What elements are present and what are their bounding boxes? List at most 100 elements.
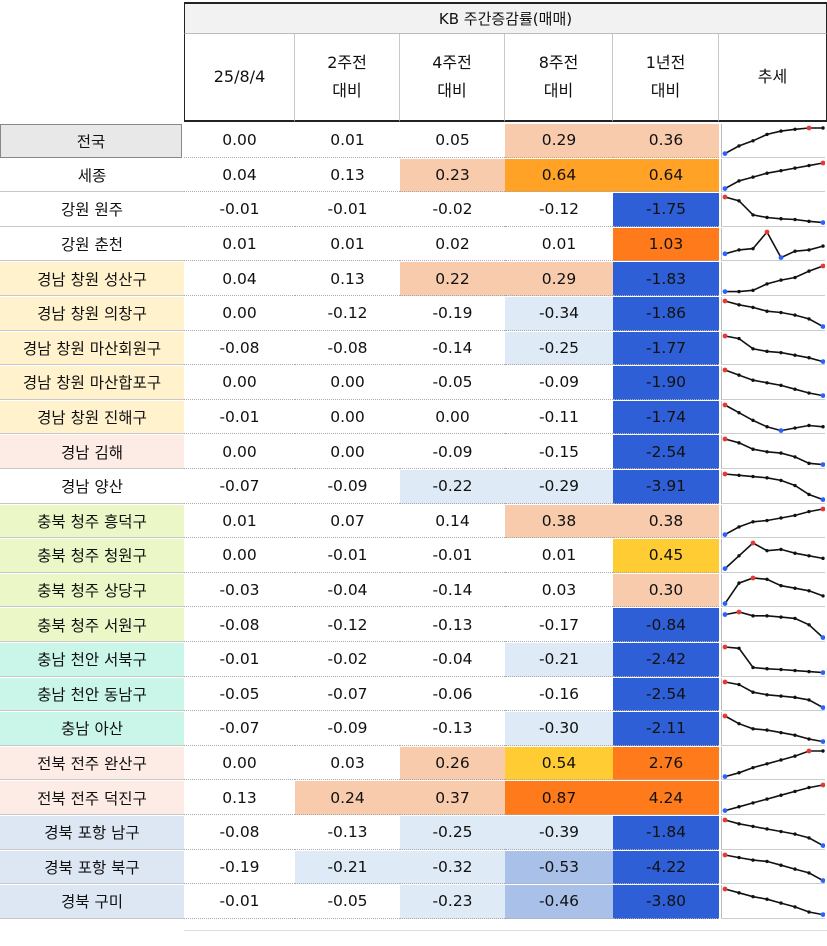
value-date: -0.05 [184, 678, 295, 712]
value-2w: 0.24 [295, 781, 400, 815]
sparkline-start-point [722, 566, 728, 572]
value-date: 0.01 [184, 505, 295, 539]
sparkline-max-point [722, 402, 728, 408]
trend-sparkline [721, 885, 825, 919]
value-date: -0.08 [184, 608, 295, 642]
header-8w: 8주전 대비 [505, 34, 613, 122]
value-1y: 0.64 [613, 158, 719, 193]
trend-sparkline [721, 470, 825, 504]
sparkline-max-point [722, 644, 728, 650]
region-name: 경북 포항 북구 [0, 850, 184, 885]
region-name: 경남 창원 의창구 [0, 297, 184, 331]
value-8w: -0.29 [505, 470, 613, 504]
sparkline-start-point [722, 531, 728, 537]
sparkline-point [779, 129, 783, 133]
value-date: 0.00 [184, 297, 295, 331]
sparkline-point [765, 171, 769, 175]
sparkline-point [737, 554, 741, 558]
region-name: 충북 청주 청원구 [0, 539, 184, 573]
sparkline-min-point [820, 739, 825, 745]
sparkline-point [793, 754, 797, 758]
value-2w: -0.02 [295, 643, 400, 677]
value-date: -0.07 [184, 712, 295, 746]
header-line1: 4주전 [432, 53, 472, 72]
sparkline-point [765, 132, 769, 137]
trend-sparkline [721, 677, 825, 712]
sparkline-point [751, 447, 755, 452]
sparkline-point [765, 859, 769, 863]
sparkline-path [724, 230, 824, 259]
sparkline-path [724, 507, 824, 535]
value-4w: -0.04 [400, 643, 505, 677]
value-1y: 0.30 [613, 573, 719, 608]
sparkline-start-point [722, 185, 728, 191]
value-8w: 0.64 [505, 158, 613, 193]
value-4w: -0.25 [400, 816, 505, 850]
region-name: 경남 김해 [0, 435, 184, 469]
trend-sparkline [721, 331, 825, 366]
value-4w: -0.22 [400, 470, 505, 504]
value-2w: -0.05 [295, 885, 400, 919]
sparkline-point [779, 478, 783, 483]
region-name: 충북 청주 흥덕구 [0, 504, 184, 539]
sparkline-point [793, 455, 797, 460]
sparkline-path [724, 784, 824, 812]
sparkline-point [737, 199, 741, 203]
value-date: 0.00 [184, 124, 295, 158]
sparkline-point [737, 805, 741, 809]
sparkline-min-point [820, 220, 825, 226]
sparkline-min-point [820, 497, 825, 502]
value-4w: 0.00 [400, 401, 505, 435]
value-2w: 0.01 [295, 228, 400, 262]
sparkline-min-point [778, 254, 784, 260]
value-1y: -1.90 [613, 366, 719, 400]
region-name: 경남 양산 [0, 470, 184, 504]
value-date: 0.00 [184, 747, 295, 781]
sparkline-max-point [722, 367, 728, 373]
sparkline-point [779, 310, 783, 315]
sparkline-max-point [722, 436, 728, 442]
value-8w: -0.17 [505, 608, 613, 642]
value-1y: -3.80 [613, 885, 719, 919]
header-line1: 2주전 [327, 53, 367, 72]
value-date: 0.01 [184, 228, 295, 262]
header-trend: 추세 [719, 34, 827, 122]
sparkline-point [807, 317, 811, 321]
sparkline-point [793, 790, 797, 794]
value-2w: -0.01 [295, 193, 400, 227]
table-title: KB 주간증감률(매매) [184, 2, 827, 34]
sparkline-point [765, 761, 769, 766]
sparkline-point [793, 249, 797, 253]
sparkline-point [779, 168, 783, 172]
value-8w: 0.03 [505, 574, 613, 608]
value-1y: -1.74 [613, 400, 719, 435]
value-1y: 1.03 [613, 227, 719, 262]
value-4w: -0.13 [400, 712, 505, 746]
value-8w: 0.38 [505, 504, 613, 539]
region-name: 경남 창원 마산회원구 [0, 331, 184, 366]
value-8w: -0.25 [505, 331, 613, 366]
sparkline-max-point [722, 333, 728, 338]
sparkline-point [779, 583, 783, 588]
trend-sparkline [721, 746, 825, 781]
region-name: 경남 창원 진해구 [0, 400, 184, 435]
header-line2: 대비 [332, 81, 362, 100]
sparkline-point [779, 615, 783, 620]
value-8w: -0.39 [505, 816, 613, 850]
sparkline-point [779, 547, 783, 552]
sparkline-point [737, 581, 741, 585]
sparkline-point [737, 722, 741, 726]
sparkline-max-point [764, 229, 770, 235]
header-line2: 대비 [543, 81, 574, 100]
sparkline-point [779, 731, 783, 735]
value-4w: 0.26 [400, 746, 505, 781]
region-name: 전북 전주 덕진구 [0, 781, 184, 815]
sparkline-point [779, 901, 783, 905]
value-8w: 0.29 [505, 124, 613, 158]
value-1y: 4.24 [613, 781, 719, 815]
sparkline-point [779, 758, 783, 762]
sparkline-max-point [722, 713, 728, 719]
value-8w: 0.01 [505, 539, 613, 573]
sparkline-max-point [722, 679, 728, 684]
value-1y: -2.42 [613, 643, 719, 677]
